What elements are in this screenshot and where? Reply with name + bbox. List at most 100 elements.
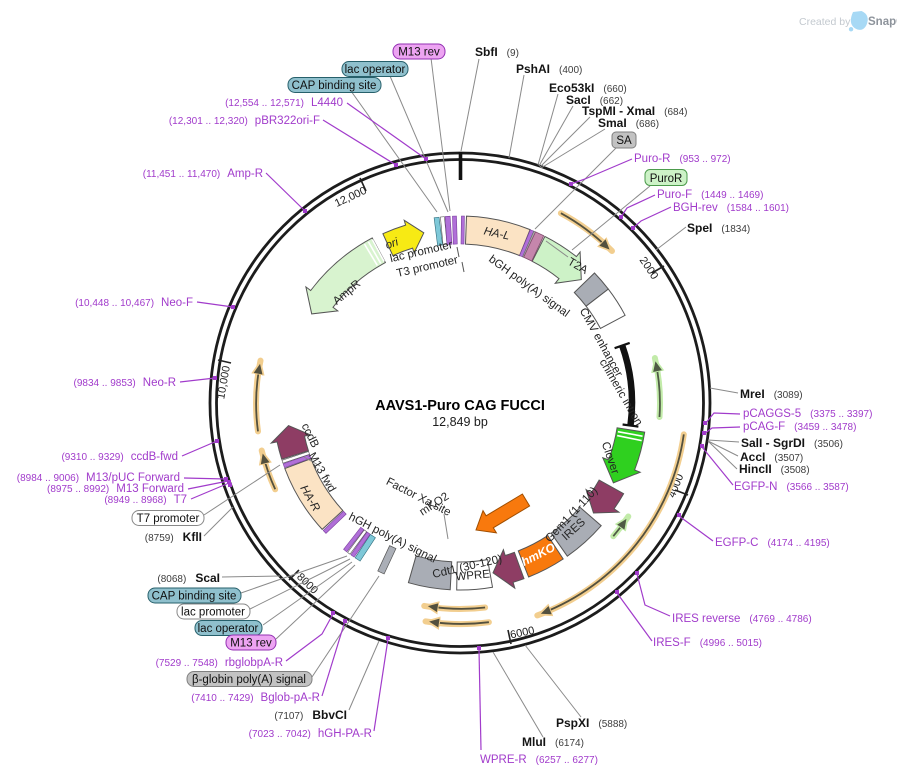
enzyme-sbfi: SbfI (9) [475, 45, 519, 59]
svg-text:T7 promoter: T7 promoter [137, 513, 200, 525]
primer-bgh-rev: BGH-rev (1584 .. 1601) [673, 202, 789, 214]
svg-text:β-globin poly(A) signal: β-globin poly(A) signal [192, 674, 306, 686]
plasmid-size: 12,849 bp [432, 415, 488, 429]
plasmid-title: AAVS1-Puro CAG FUCCI 12,849 bp [375, 398, 545, 429]
primer-pbr322ori-f: (12,301 .. 12,320) pBR322ori-F [169, 115, 320, 127]
primer-rbglobpa-r: (7529 .. 7548) rbglobpA-R [156, 657, 283, 669]
enzyme-pshai: PshAI (400) [516, 62, 582, 76]
box-bglobin-polya: β-globin poly(A) signal [186, 671, 313, 687]
enzyme-spei: SpeI (1834) [687, 221, 750, 235]
svg-text:lac operator: lac operator [198, 623, 259, 635]
primer-puro-f: Puro-F (1449 .. 1469) [657, 189, 763, 201]
primer-site-ticks [213, 157, 707, 650]
primer-egfp-n: EGFP-N (3566 .. 3587) [734, 481, 849, 493]
primer-pcag-f: pCAG-F (3459 .. 3478) [743, 421, 856, 433]
primer-pcaggs-5: pCAGGS-5 (3375 .. 3397) [743, 408, 872, 420]
credit: Created by SnapGene [799, 11, 897, 32]
feature-puror-arrow [531, 235, 582, 284]
svg-text:PuroR: PuroR [650, 173, 683, 185]
primer-egfp-c: EGFP-C (4174 .. 4195) [715, 537, 830, 549]
primer-bglob-pa-r: (7410 .. 7429) Bglob-pA-R [191, 692, 320, 704]
enzyme-mrei: MreI (3089) [740, 387, 803, 401]
primer-m13-forward: (8975 .. 8992) M13 Forward [47, 483, 184, 495]
feature-hgh-polya [407, 555, 453, 591]
enzyme-acci: AccI (3507) [740, 450, 803, 464]
leader-lines [203, 57, 740, 738]
enzyme-labels: SbfI (9) PshAI (400) Eco53kI (660) SacI (662… [145, 45, 843, 749]
svg-text:M13 rev: M13 rev [230, 638, 272, 650]
credit-prefix: Created by [799, 16, 851, 28]
credit-brand: SnapGene [868, 16, 897, 28]
primer-neo-f: (10,448 .. 10,467) Neo-F [75, 297, 193, 309]
enzyme-sali-sgrdi: SalI - SgrDI (3506) [741, 436, 843, 450]
box-lac-operator-bottom: lac operator [194, 620, 263, 636]
tick-6000: 6000 [509, 625, 535, 642]
feature-clover [601, 427, 646, 484]
plasmid-backbone-ring [208, 151, 712, 655]
box-puror: PuroR [644, 169, 688, 186]
scale-ticks [217, 177, 689, 645]
primer-m13-puc-forward: (8984 .. 9006) M13/pUC Forward [17, 472, 180, 484]
feature-cmv-enhancer [585, 288, 626, 330]
enzyme-hincii: HincII (3508) [739, 462, 810, 476]
svg-text:lac operator: lac operator [345, 64, 406, 76]
box-cap-binding-site-bottom: CAP binding site [147, 587, 242, 604]
box-m13-rev-bottom: M13 rev [225, 634, 277, 651]
feature-gem1 [585, 479, 625, 514]
feature-cdt1 [492, 548, 525, 590]
feature-wpre [456, 559, 494, 591]
enzyme-mlui: MluI (6174) [522, 735, 584, 749]
primer-labels: (12,554 .. 12,571) L4440 (12,301 .. 12,32… [17, 97, 873, 766]
features [269, 215, 646, 591]
enzyme-pspxi: PspXI (5888) [556, 716, 627, 730]
svg-text:CAP binding site: CAP binding site [292, 80, 377, 92]
tick-12000: 12,000 [333, 185, 369, 210]
label-ha-l: HA-L [483, 225, 511, 242]
primer-ccdb-fwd: (9310 .. 9329) ccdB-fwd [61, 451, 178, 463]
enzyme-scai: (8068) ScaI [157, 571, 220, 585]
small-stripe-features [281, 215, 643, 575]
feature-ori [382, 219, 425, 257]
enzyme-eco53ki: Eco53kI (660) [549, 81, 627, 95]
feature-mko2-arrow [475, 493, 531, 534]
enzyme-kfli: (8759) KflI [145, 530, 202, 544]
primer-leader-lines [179, 102, 741, 751]
svg-text:lac promoter: lac promoter [181, 607, 245, 619]
box-sa: SA [611, 131, 637, 149]
label-ori: ori [384, 236, 401, 252]
tick-10000: 10,000 [215, 365, 233, 400]
enzyme-tspmi-xmai: TspMI - XmaI (684) [582, 104, 687, 118]
primer-t7: (8949 .. 8968) T7 [104, 494, 187, 506]
feature-ampr [305, 237, 387, 315]
svg-text:SA: SA [616, 135, 632, 147]
feature-chimeric-intron [614, 341, 639, 428]
box-m13-rev-top: M13 rev [392, 43, 446, 60]
enzyme-smai: SmaI (686) [598, 116, 659, 130]
primer-l4440: (12,554 .. 12,571) L4440 [225, 97, 343, 109]
primer-ires-f: IRES-F (4996 .. 5015) [653, 637, 762, 649]
box-lac-operator-top: lac operator [341, 61, 409, 77]
svg-text:CAP binding site: CAP binding site [152, 591, 237, 603]
primer-neo-r: (9834 .. 9853) Neo-R [74, 377, 177, 389]
enzyme-bbvci: (7107) BbvCI [274, 708, 347, 722]
orf-arrow-green [610, 355, 660, 540]
box-cap-binding-site-top: CAP binding site [287, 77, 382, 93]
primer-ires-reverse: IRES reverse (4769 .. 4786) [672, 613, 812, 625]
primer-hgh-pa-r: (7023 .. 7042) hGH-PA-R [249, 728, 372, 740]
box-lac-promoter-bottom: lac promoter [176, 603, 251, 620]
primer-puro-r: Puro-R (953 .. 972) [634, 153, 731, 165]
svg-text:M13 rev: M13 rev [398, 47, 440, 59]
feature-hmko [517, 534, 564, 578]
label-wpre: WPRE [455, 569, 491, 584]
feature-ha-r [284, 458, 344, 531]
feature-ccdb [269, 425, 313, 460]
primer-amp-r: (11,451 .. 11,470) Amp-R [143, 168, 263, 180]
boxed-labels: M13 rev lac operator CAP binding site SA… [131, 43, 688, 687]
plasmid-name: AAVS1-Puro CAG FUCCI [375, 398, 545, 414]
box-t7-promoter: T7 promoter [131, 510, 205, 526]
enzyme-saci: SacI (662) [566, 93, 623, 107]
feature-ires [550, 506, 602, 557]
primer-wpre-r: WPRE-R (6257 .. 6277) [480, 754, 598, 766]
